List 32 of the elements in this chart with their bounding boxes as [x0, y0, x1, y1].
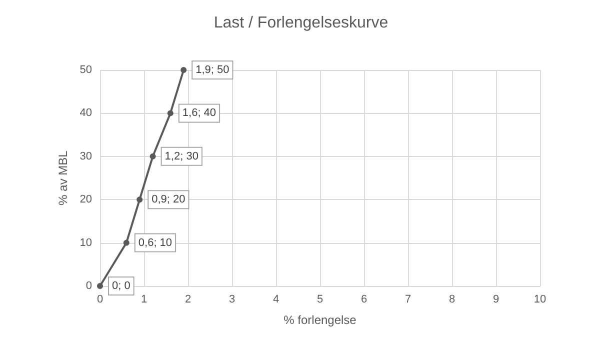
x-tick-label: 0 — [96, 294, 104, 306]
y-tick-label: 40 — [80, 107, 92, 120]
data-label: 1,9; 50 — [196, 64, 230, 76]
x-tick-label: 5 — [316, 294, 324, 306]
y-axis-title: % av MBL — [56, 150, 70, 206]
x-tick-label: 1 — [140, 294, 148, 306]
point — [167, 110, 174, 116]
y-tick-label: 50 — [80, 64, 92, 76]
point — [123, 240, 130, 246]
x-tick-label: 6 — [360, 294, 368, 306]
x-tick-label: 3 — [228, 294, 236, 306]
chart-title: Last / Forlengelseskurve — [214, 14, 388, 32]
x-axis-title: % forlengelse — [284, 313, 357, 327]
y-tick-label: 10 — [80, 236, 92, 249]
x-tick-label: 7 — [404, 294, 412, 306]
point — [136, 196, 143, 203]
x-tick-label: 9 — [492, 294, 500, 306]
data-label: 0,6; 10 — [138, 236, 172, 249]
data-label: 1,6; 40 — [182, 107, 216, 120]
x-tick-label: 10 — [534, 294, 546, 306]
y-tick-label: 0 — [86, 280, 92, 292]
point — [97, 283, 103, 289]
point — [180, 67, 187, 73]
y-tick-label: 30 — [80, 150, 92, 162]
x-tick-label: 8 — [448, 294, 456, 306]
y-tick-label: 20 — [80, 194, 92, 206]
x-tick-label: 4 — [272, 294, 280, 306]
data-label: 0; 0 — [112, 280, 130, 292]
data-label: 1,2; 30 — [164, 150, 198, 162]
point — [150, 153, 156, 160]
x-tick-label: 2 — [184, 294, 192, 306]
data-label: 0,9; 20 — [152, 194, 186, 206]
